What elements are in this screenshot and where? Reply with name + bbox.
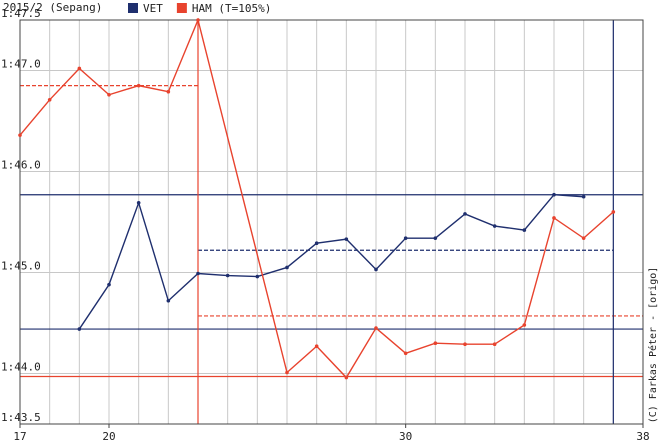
point — [47, 97, 52, 102]
point — [314, 241, 319, 246]
point — [285, 265, 289, 270]
point — [136, 83, 141, 88]
point — [285, 370, 289, 375]
point — [433, 341, 438, 346]
point — [136, 201, 141, 205]
point — [492, 342, 497, 347]
series-line — [78, 194, 584, 330]
point — [463, 342, 467, 347]
point — [166, 89, 171, 94]
point — [166, 298, 171, 303]
point — [107, 282, 111, 287]
y-tick-label: 1:44.0 — [1, 361, 41, 374]
point — [374, 267, 378, 272]
legend-swatch — [176, 3, 187, 13]
point — [374, 326, 378, 330]
y-tick-label: 1:46.0 — [1, 159, 41, 172]
plot-frame — [19, 19, 644, 425]
point — [225, 273, 230, 278]
legend-label: HAM (T=105%) — [192, 2, 271, 15]
point — [18, 133, 22, 137]
point — [522, 228, 527, 232]
y-tick-label: 1:47.5 — [1, 7, 41, 20]
point — [433, 236, 438, 240]
point — [77, 66, 82, 71]
point — [552, 192, 556, 197]
legend-label: VET — [143, 2, 163, 15]
point — [611, 210, 616, 214]
point — [196, 271, 200, 276]
credit: (C) Farkas Péter - [origo] — [647, 267, 659, 424]
point — [344, 237, 349, 241]
point — [522, 323, 527, 327]
x-tick-label: 20 — [102, 430, 115, 443]
legend-swatch — [128, 3, 138, 13]
point — [107, 92, 111, 97]
x-tick-label: 17 — [13, 430, 26, 443]
point — [581, 236, 586, 240]
point — [552, 216, 556, 220]
y-tick-label: 1:45.0 — [1, 260, 41, 273]
chart-title: 2015/2 (Sepang) — [3, 1, 102, 14]
point — [403, 351, 408, 356]
point — [314, 344, 319, 349]
point — [581, 194, 586, 199]
x-tick-label: 30 — [399, 430, 412, 443]
point — [463, 212, 467, 216]
y-tick-label: 1:43.5 — [1, 411, 41, 424]
point — [344, 375, 349, 380]
point — [196, 18, 200, 22]
point — [492, 224, 497, 228]
point — [77, 327, 82, 331]
point — [255, 274, 260, 279]
y-tick-label: 1:47.0 — [1, 58, 41, 71]
x-tick-label: 38 — [636, 430, 649, 443]
point — [403, 236, 408, 240]
